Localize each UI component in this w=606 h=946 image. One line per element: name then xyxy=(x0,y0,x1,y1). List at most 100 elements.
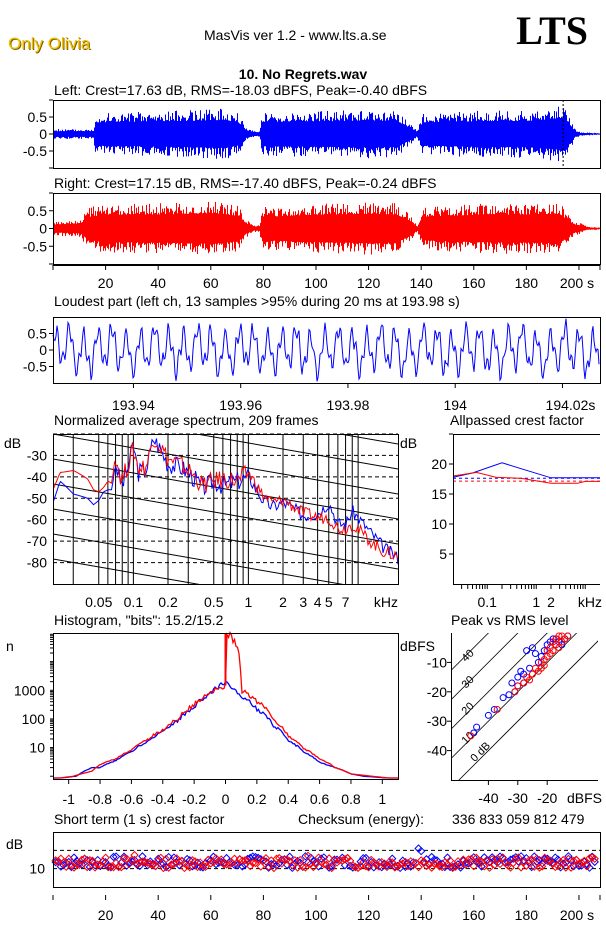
y-tick-label: 10 xyxy=(431,516,447,532)
peak-rms-point-right xyxy=(515,683,521,689)
x-tick-label: 7 xyxy=(342,594,350,610)
x-tick-label: 2 xyxy=(547,594,555,610)
x-tick-label: 0.1 xyxy=(124,594,144,610)
x-tick-label: 0.8 xyxy=(341,791,361,807)
x-tick-label: 4 xyxy=(314,594,322,610)
right-waveform-plot xyxy=(49,193,600,264)
y-tick-label: -70 xyxy=(27,533,47,549)
y-tick-label: 10 xyxy=(29,740,45,756)
y-tick-label: -60 xyxy=(27,512,47,528)
x-tick-label: 5 xyxy=(325,594,333,610)
y-tick-label: 20 xyxy=(431,456,447,472)
x-tick-label: 0.1 xyxy=(478,594,498,610)
peak-rms-point-left xyxy=(506,692,512,698)
peak-rms-point-right xyxy=(512,689,518,695)
masvis-plots: 0.50-0.50.50-0.520 40 60 80 100 120 140 160 180 2… xyxy=(0,0,606,946)
x-tick-label: 2 xyxy=(279,594,287,610)
left-waveform-plot xyxy=(49,100,600,168)
x-tick-label: 193.96 xyxy=(219,397,262,413)
x-tick-label: 180 xyxy=(515,907,539,923)
loudest-part-frame xyxy=(54,318,601,384)
y-tick-label: -0.5 xyxy=(23,143,47,159)
x-tick-label: 1 xyxy=(532,594,540,610)
x-tick-label: 80 xyxy=(256,275,272,291)
x-axis-unit: kHz xyxy=(578,594,602,610)
slope-line xyxy=(53,559,398,619)
crest-diagonal xyxy=(430,486,606,692)
y-tick-label: 0 xyxy=(39,342,47,358)
y-axis-label: dB xyxy=(6,836,23,852)
slope-line xyxy=(53,484,398,544)
y-axis-label: dB xyxy=(400,435,417,451)
y-axis-label: dB xyxy=(4,435,21,451)
y-axis-label: n xyxy=(6,638,14,654)
y-tick-label: -0.5 xyxy=(23,238,47,254)
peak-rms-point-left xyxy=(474,724,480,730)
x-tick-label: -1 xyxy=(62,791,75,807)
y-tick-label: 15 xyxy=(431,486,447,502)
x-tick-label: -0.8 xyxy=(88,791,112,807)
x-tick-label: 100 xyxy=(304,275,328,291)
peak-rms-point-right xyxy=(521,680,527,686)
y-tick-label: 5 xyxy=(439,546,447,562)
x-tick-label: -0.2 xyxy=(182,791,206,807)
spectrum-frame xyxy=(54,435,399,585)
loudest-part-signal xyxy=(53,319,599,382)
x-tick-label: 60 xyxy=(203,907,219,923)
crest-line-label: 0 dB xyxy=(468,740,492,764)
x-tick-label: 140 xyxy=(409,907,433,923)
slope-line xyxy=(53,459,398,519)
crest-diagonal xyxy=(430,604,606,810)
x-tick-label: -40 xyxy=(478,790,498,806)
y-tick-label: -10 xyxy=(427,654,447,670)
peak-rms-point-right xyxy=(530,671,536,677)
crest-diagonals xyxy=(430,486,606,809)
x-tick-label: 0.05 xyxy=(85,594,112,610)
x-tick-label: 193.98 xyxy=(327,397,370,413)
y-tick-label: -40 xyxy=(27,469,47,485)
x-tick-label: 194 xyxy=(444,397,468,413)
spectrum-grid xyxy=(53,434,398,584)
x-tick-label: -0.6 xyxy=(119,791,143,807)
y-tick-label: 100 xyxy=(22,711,46,727)
x-tick-label: -0.4 xyxy=(151,791,175,807)
spectrum-series-left xyxy=(53,439,398,565)
x-tick-label: 0.4 xyxy=(278,791,298,807)
slope-line xyxy=(53,334,398,394)
x-tick-label: 194.02s xyxy=(546,397,596,413)
x-axis-unit: dBFS xyxy=(567,790,602,806)
crest-line-label: 40 xyxy=(460,647,477,664)
right-waveform-signal xyxy=(55,202,600,255)
crest-line-label: 10 xyxy=(460,730,477,747)
x-tick-label: -30 xyxy=(508,790,528,806)
y-tick-label: 0.5 xyxy=(28,203,48,219)
x-tick-label: 100 xyxy=(304,907,328,923)
y-tick-label: 0 xyxy=(39,221,47,237)
y-tick-label: -30 xyxy=(27,447,47,463)
x-tick-label: 193.94 xyxy=(112,397,155,413)
x-tick-label: 180 xyxy=(515,275,539,291)
peak-rms-point-left xyxy=(527,665,533,671)
x-tick-label: 20 xyxy=(98,907,114,923)
slope-line xyxy=(53,409,398,469)
x-tick-label: 1 xyxy=(378,791,386,807)
x-tick-label: 60 xyxy=(203,275,219,291)
y-tick-label: -50 xyxy=(27,490,47,506)
x-axis-unit: kHz xyxy=(374,594,398,610)
x-tick-label: 140 xyxy=(409,275,433,291)
slope-line xyxy=(53,509,398,569)
y-tick-label: -80 xyxy=(27,555,47,571)
spectrum-slope-lines xyxy=(53,234,398,619)
left-waveform-signal xyxy=(55,107,600,161)
x-tick-label: 40 xyxy=(150,907,166,923)
x-tick-label: -20 xyxy=(537,790,557,806)
crest-line-label: 20 xyxy=(460,700,477,717)
crest-diagonal xyxy=(430,545,606,751)
x-tick-label: 160 xyxy=(462,907,486,923)
y-tick-label: -40 xyxy=(427,743,447,759)
x-tick-label: 160 xyxy=(462,275,486,291)
y-tick-label: 0.5 xyxy=(28,326,48,342)
x-tick-label: 0.2 xyxy=(158,594,178,610)
y-tick-label: 0.5 xyxy=(28,109,48,125)
y-tick-label: -20 xyxy=(427,684,447,700)
